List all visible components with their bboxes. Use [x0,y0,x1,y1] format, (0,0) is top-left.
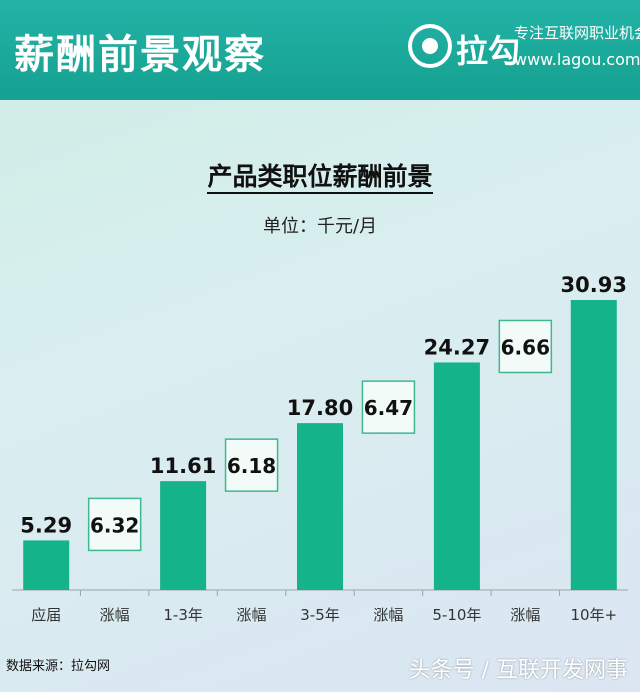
increase-value-label: 6.18 [227,454,276,478]
bar-value-label: 30.93 [561,273,627,297]
site-url[interactable]: www.lagou.com [514,50,640,69]
increase-value-label: 6.32 [90,513,139,537]
watermark: 头条号 / 互联开发网事 [408,658,628,683]
header-banner: 薪酬前景观察 拉勾 专注互联网职业机会 www.lagou.com [0,0,640,100]
x-tick-label: 涨幅 [510,606,540,624]
x-tick-label: 1-3年 [163,606,203,624]
increase-value-label: 6.47 [364,396,413,420]
bar-3 [297,423,343,590]
bar-2 [160,481,207,590]
x-tick-label: 5-10年 [432,606,481,624]
bar-value-label: 11.61 [150,454,216,478]
chart-unit: 单位：千元/月 [262,216,378,237]
bar-value-label: 5.29 [20,513,72,537]
logo-name: 拉勾 [456,32,521,70]
chart-title: 产品类职位薪酬前景 [0,157,640,194]
data-source: 数据来源：拉勾网 [6,659,111,674]
x-tick-label: 3-5年 [300,606,340,624]
increase-value-label: 6.66 [501,335,550,359]
x-tick-label: 涨幅 [237,606,267,624]
x-tick-label: 10年+ [570,606,617,624]
chart-title-text: 产品类职位薪酬前景 [207,162,433,194]
x-tick-label: 涨幅 [373,606,403,624]
bar-value-label: 24.27 [424,335,490,359]
increase-box [498,319,553,374]
increase-box [224,438,279,492]
x-tick-label: 涨幅 [100,606,130,624]
lagou-logo-icon [408,24,452,68]
x-tick-label: 应届 [31,606,61,624]
bar-1 [23,540,70,590]
bar-4 [433,362,480,590]
increase-box [87,497,142,552]
slogan: 专注互联网职业机会 [514,24,640,42]
increase-box [361,380,416,434]
bar-5 [570,300,617,590]
banner-title: 薪酬前景观察 [14,32,266,78]
bar-value-label: 17.80 [287,396,353,420]
